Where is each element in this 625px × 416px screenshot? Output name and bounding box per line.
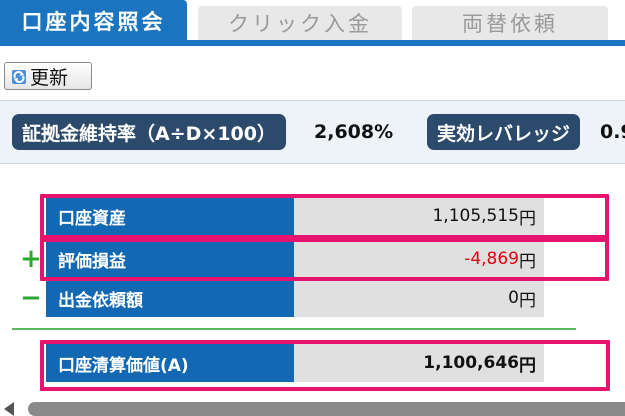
currency-unit: 円 [519, 355, 536, 376]
account-liquidation-value-amount: 1,100,646 [423, 353, 519, 373]
account-assets-row: 口座資産 1,105,515 円 [46, 197, 544, 235]
tab-exchange-request[interactable]: 両替依頼 [412, 6, 608, 40]
margin-maintenance-ratio-label: 証拠金維持率（A÷D×100） [12, 114, 286, 150]
horizontal-scrollbar-thumb[interactable] [28, 402, 625, 416]
unrealized-pl-amount: -4,869 [464, 249, 519, 269]
account-liquidation-value-label: 口座清算価値(A) [46, 344, 294, 382]
unrealized-pl-label: 評価損益 [46, 240, 294, 278]
plus-sign: + [20, 244, 42, 274]
account-assets-amount: 1,105,515 [432, 206, 519, 226]
refresh-icon [11, 68, 27, 84]
refresh-button[interactable]: 更新 [4, 62, 92, 90]
unrealized-pl-value: -4,869 円 [294, 240, 544, 278]
refresh-label: 更新 [30, 66, 69, 89]
tab-bar: 口座内容照会 クリック入金 両替依頼 [0, 0, 625, 46]
withdrawal-request-amount: 0 [508, 288, 519, 308]
account-assets-value: 1,105,515 円 [294, 197, 544, 235]
margin-maintenance-ratio-value: 2,608% [314, 121, 394, 143]
tab-underline [0, 40, 625, 46]
divider [12, 328, 576, 330]
minus-sign: − [20, 283, 42, 313]
ratio-panel: 証拠金維持率（A÷D×100） 2,608% 実効レバレッジ 0.9 [0, 100, 625, 164]
currency-unit: 円 [519, 208, 536, 229]
scroll-left-arrow-icon[interactable] [4, 402, 14, 416]
highlight-box-pl [40, 238, 609, 281]
account-liquidation-value-row: 口座清算価値(A) 1,100,646 円 [46, 344, 544, 382]
effective-leverage-label: 実効レバレッジ [427, 114, 581, 150]
unrealized-pl-row: 評価損益 -4,869 円 [46, 240, 544, 278]
tab-click-deposit[interactable]: クリック入金 [198, 6, 402, 40]
currency-unit: 円 [519, 290, 536, 311]
account-assets-label: 口座資産 [46, 197, 294, 235]
highlight-box-liquidation [40, 340, 610, 391]
withdrawal-request-label: 出金依頼額 [46, 279, 294, 317]
currency-unit: 円 [519, 251, 536, 272]
tab-account-details[interactable]: 口座内容照会 [0, 0, 187, 42]
highlight-box-assets [40, 194, 609, 239]
effective-leverage-value: 0.9 [600, 121, 625, 143]
account-liquidation-value-value: 1,100,646 円 [294, 344, 544, 382]
